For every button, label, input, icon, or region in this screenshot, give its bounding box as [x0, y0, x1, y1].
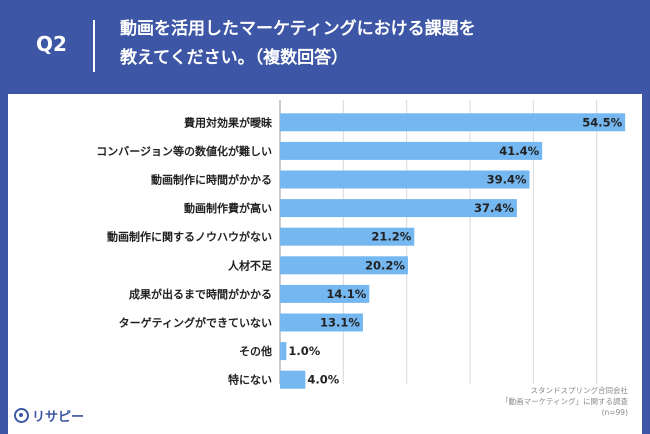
header-divider: [93, 20, 95, 72]
bar: [280, 342, 287, 361]
category-label: 特にない: [228, 373, 272, 387]
value-label: 4.0%: [307, 373, 339, 387]
labels: 費用対効果が曖昧 54.5% コンバージョン等の数値化が難しい 41.4% 動画制作に時…: [96, 115, 622, 386]
brand-mark-icon: [14, 408, 29, 423]
category-label: 費用対効果が曖昧: [183, 115, 273, 129]
category-label: 動画制作に時間がかかる: [151, 173, 272, 187]
footnote-survey: 「動画マーケティング」に関する調査: [501, 397, 628, 406]
title-line-2: 教えてください。（複数回答）: [120, 48, 349, 68]
footnote: スタンドスプリング合同会社 「動画マーケティング」に関する調査 (n=99): [428, 385, 628, 418]
bar: [280, 313, 363, 332]
bar: [280, 284, 370, 303]
category-label: 動画制作に関するノウハウがない: [107, 230, 272, 244]
value-label: 13.1%: [320, 316, 360, 330]
value-label: 1.0%: [288, 344, 320, 358]
bar-chart: 費用対効果が曖昧 54.5% コンバージョン等の数値化が難しい 41.4% 動画制作に時…: [96, 100, 626, 389]
header: Q2 動画を活用したマーケティングにおける課題を 教えてください。（複数回答）: [0, 0, 650, 88]
bar: [280, 113, 626, 132]
chart-panel: 費用対効果が曖昧 54.5% コンバージョン等の数値化が難しい 41.4% 動画制作に時…: [8, 94, 642, 434]
category-label: コンバージョン等の数値化が難しい: [96, 144, 272, 158]
brand-name: リサピー: [32, 410, 85, 425]
brand-logo: リサピー: [14, 406, 84, 425]
value-label: 14.1%: [326, 287, 366, 301]
value-label: 39.4%: [487, 173, 527, 187]
footnote-company: スタンドスプリング合同会社: [530, 386, 629, 395]
value-label: 37.4%: [474, 201, 514, 215]
value-label: 21.2%: [371, 230, 411, 244]
category-label: ターゲティングができていない: [119, 316, 272, 330]
bar: [280, 170, 530, 189]
category-label: その他: [239, 344, 272, 358]
category-label: 動画制作費が高い: [184, 201, 272, 215]
bar: [280, 199, 517, 218]
value-label: 54.5%: [582, 115, 622, 129]
bars: [280, 113, 626, 389]
question-label: Q2: [36, 32, 67, 56]
category-label: 成果が出るまで時間がかかる: [129, 287, 272, 301]
bar: [280, 256, 408, 275]
title-line-1: 動画を活用したマーケティングにおける課題を: [120, 19, 476, 39]
value-label: 41.4%: [499, 144, 539, 158]
bar: [280, 141, 543, 160]
value-label: 20.2%: [365, 258, 405, 272]
bar: [280, 227, 415, 246]
bar: [280, 370, 306, 389]
footnote-sample: (n=99): [601, 408, 628, 417]
question-title: 動画を活用したマーケティングにおける課題を 教えてください。（複数回答）: [120, 15, 620, 73]
category-label: 人材不足: [228, 258, 273, 272]
